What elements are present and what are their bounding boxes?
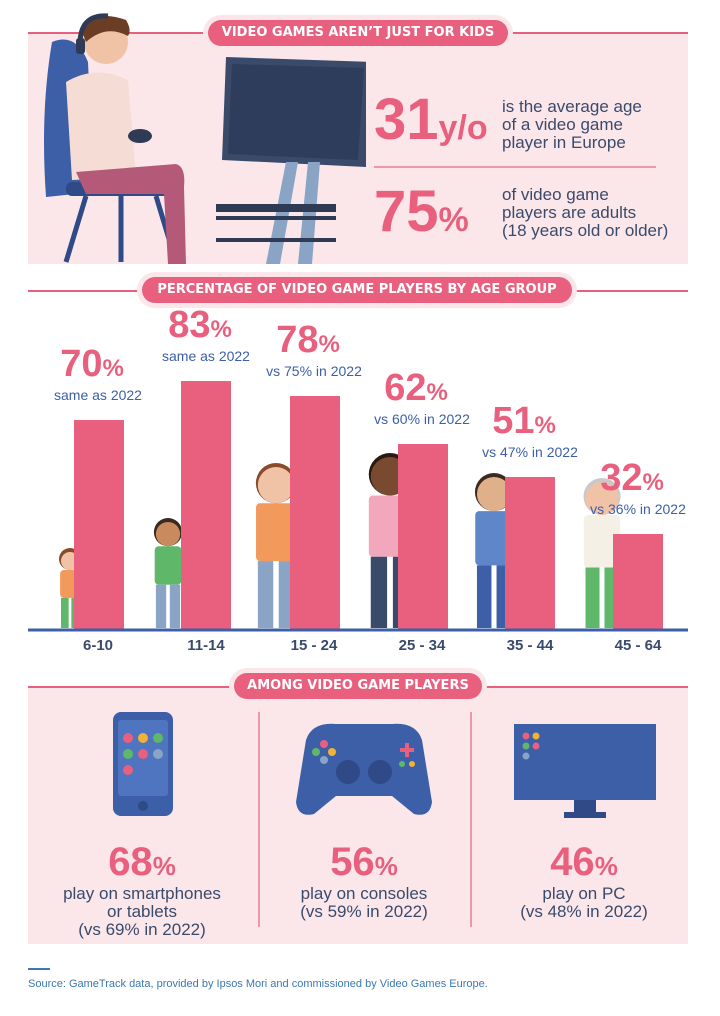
- pc-unit: %: [594, 851, 618, 881]
- value-label: 51%: [492, 400, 556, 442]
- pc-value: 46: [550, 840, 595, 884]
- device-pc: 46% play on PC (vs 48% in 2022): [474, 710, 694, 921]
- devices-section-title: AMONG VIDEO GAME PLAYERS: [234, 673, 482, 699]
- smartphone-text: play on smartphones or tablets (vs 69% i…: [63, 884, 221, 939]
- source-accent-line: [28, 968, 50, 970]
- devices-divider-2: [470, 712, 472, 927]
- category-label: 11-14: [187, 637, 225, 654]
- category-label: 25 - 34: [399, 637, 446, 654]
- bar-25-34: [398, 444, 448, 630]
- stat-age-value: 31: [374, 87, 439, 152]
- gamepad-icon: [296, 723, 432, 815]
- devices-divider-1: [258, 712, 260, 927]
- bar-11-14: [181, 381, 231, 630]
- stat-adults-text: of video game players are adults (18 yea…: [502, 185, 669, 240]
- comparison-label: vs 75% in 2022: [266, 363, 362, 379]
- value-label: 83%: [168, 304, 232, 346]
- device-smartphone: 68% play on smartphones or tablets (vs 6…: [32, 710, 252, 939]
- value-label: 32%: [600, 457, 664, 499]
- console-value: 56: [330, 840, 375, 884]
- chart-section-title: PERCENTAGE OF VIDEO GAME PLAYERS BY AGE …: [142, 277, 572, 303]
- comparison-label: vs 47% in 2022: [482, 444, 578, 460]
- bar-6-10: [74, 420, 124, 630]
- comparison-label: vs 60% in 2022: [374, 411, 470, 427]
- device-console: 56% play on consoles (vs 59% in 2022): [254, 710, 474, 921]
- person-figure: [583, 478, 621, 628]
- smartphone-icon: [113, 712, 173, 816]
- bar-15-24: [290, 396, 340, 630]
- bar-45-64: [613, 534, 663, 630]
- source-text: Source: GameTrack data, provided by Ipso…: [28, 978, 488, 990]
- stat-adults-value: 75: [374, 179, 439, 244]
- person-figure: [153, 518, 183, 628]
- console-unit: %: [374, 851, 398, 881]
- age-group-chart: 70% same as 2022 6-10 83% same as 2022 11-14 7…: [28, 304, 688, 654]
- category-label: 35 - 44: [507, 637, 554, 654]
- stat-age-unit: y/o: [438, 109, 488, 147]
- smartphone-value: 68: [108, 840, 153, 884]
- gamer-illustration: [44, 13, 366, 264]
- category-label: 15 - 24: [291, 637, 338, 654]
- bar-35-44: [505, 477, 555, 630]
- value-label: 78%: [276, 319, 340, 361]
- comparison-label: same as 2022: [162, 348, 250, 364]
- stat-age: 31y/o: [374, 86, 488, 153]
- stat-age-text: is the average age of a video game playe…: [502, 97, 642, 152]
- stat-adults: 75%: [374, 178, 469, 245]
- console-pct: 56%: [254, 840, 474, 885]
- pc-text: play on PC (vs 48% in 2022): [520, 884, 648, 921]
- comparison-label: vs 36% in 2022: [590, 501, 686, 517]
- console-text: play on consoles (vs 59% in 2022): [300, 884, 428, 921]
- stat-adults-unit: %: [438, 201, 469, 239]
- smartphone-unit: %: [152, 851, 176, 881]
- value-label: 70%: [60, 343, 124, 385]
- value-label: 62%: [384, 367, 448, 409]
- pc-pct: 46%: [474, 840, 694, 885]
- category-label: 6-10: [83, 637, 113, 654]
- smartphone-pct: 68%: [32, 840, 252, 885]
- category-label: 45 - 64: [615, 637, 662, 654]
- stats-divider: [374, 166, 656, 168]
- monitor-icon: [514, 724, 656, 818]
- header-title: VIDEO GAMES AREN’T JUST FOR KIDS: [208, 20, 508, 46]
- comparison-label: same as 2022: [54, 387, 142, 403]
